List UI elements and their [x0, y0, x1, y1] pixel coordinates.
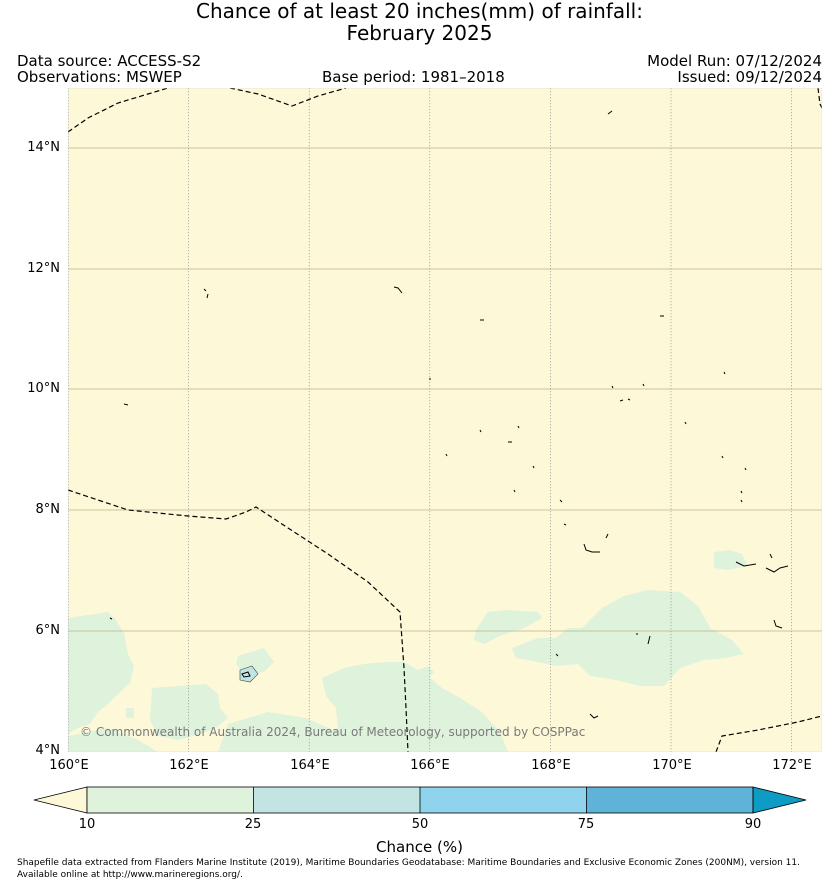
lon-tick-172e: 172°E	[772, 758, 812, 773]
lat-tick-10n: 10°N	[27, 381, 60, 396]
colorbar-bin-50-75	[420, 787, 587, 813]
colorbar	[33, 786, 807, 814]
colorbar-tick-10: 10	[78, 817, 96, 832]
map-panel: © Commonwealth of Australia 2024, Bureau…	[68, 88, 822, 752]
maritime-boundaries	[68, 88, 822, 752]
lon-tick-162e: 162°E	[169, 758, 209, 773]
lat-tick-8n: 8°N	[35, 502, 61, 517]
footer-line2: Available online at http://www.marinereg…	[17, 870, 243, 880]
chart-title-line2: February 2025	[346, 21, 493, 45]
colorbar-under-arrow	[33, 786, 88, 814]
lon-tick-166e: 166°E	[410, 758, 450, 773]
data-source-label: Data source: ACCESS-S2	[17, 52, 202, 70]
colorbar-tick-50: 50	[411, 817, 429, 832]
base-period-label: Base period: 1981–2018	[322, 68, 505, 86]
colorbar-bin-10-25	[87, 787, 254, 813]
chance-10-25-regions	[68, 550, 748, 752]
lat-tick-6n: 6°N	[35, 623, 61, 638]
footer-line1: Shapefile data extracted from Flanders M…	[17, 858, 800, 868]
colorbar-tick-25: 25	[244, 817, 262, 832]
colorbar-over-arrow	[752, 786, 807, 814]
latitude-gridlines	[68, 147, 822, 632]
lat-tick-12n: 12°N	[27, 261, 60, 276]
colorbar-bin-25-50	[253, 787, 420, 813]
lon-tick-164e: 164°E	[290, 758, 330, 773]
lon-tick-168e: 168°E	[531, 758, 571, 773]
colorbar-tick-75: 75	[577, 817, 595, 832]
colorbar-bin-75-90	[586, 787, 753, 813]
colorbar-tick-90: 90	[744, 817, 762, 832]
lat-tick-4n: 4°N	[35, 743, 61, 758]
observations-label: Observations: MSWEP	[17, 68, 182, 86]
copyright-text: © Commonwealth of Australia 2024, Bureau…	[80, 725, 585, 739]
lat-tick-14n: 14°N	[27, 140, 60, 155]
issued-label: Issued: 09/12/2024	[677, 68, 822, 86]
colorbar-label: Chance (%)	[376, 838, 463, 856]
model-run-label: Model Run: 07/12/2024	[647, 52, 822, 70]
colorbar-dividers	[86, 786, 754, 814]
lon-tick-170e: 170°E	[652, 758, 692, 773]
chart-title-line1: Chance of at least 20 inches(mm) of rain…	[196, 0, 643, 23]
lon-tick-160e: 160°E	[49, 758, 89, 773]
islands	[109, 110, 789, 719]
